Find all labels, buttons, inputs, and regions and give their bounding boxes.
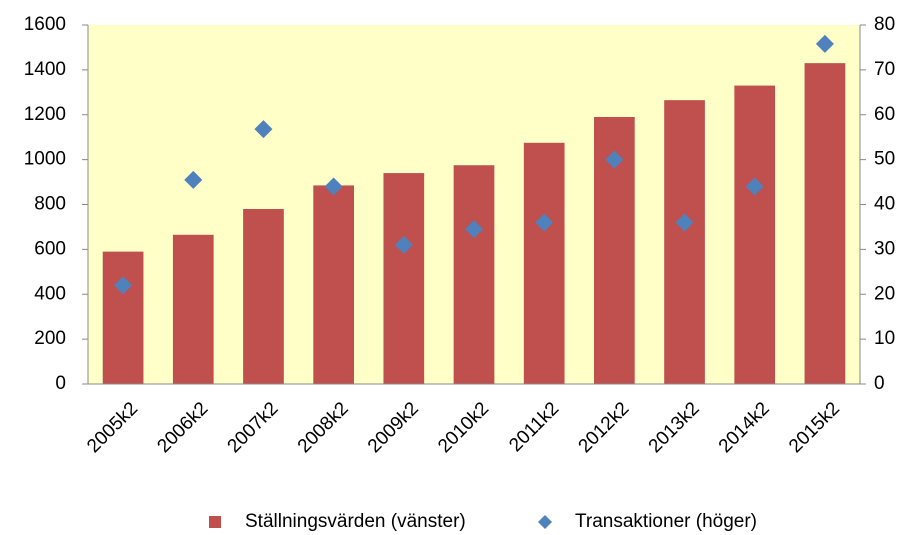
- diamond: [605, 150, 624, 169]
- bar: [243, 208, 284, 384]
- diamond: [114, 276, 133, 295]
- y2-tick-label: 70: [874, 59, 895, 80]
- y-tick-label: 1400: [24, 59, 66, 80]
- y2-tick-label: 60: [874, 104, 895, 125]
- diamond: [745, 177, 764, 196]
- y-tick-label: 400: [34, 283, 66, 304]
- bar: [804, 63, 846, 385]
- bar: [172, 234, 214, 384]
- x-tick-label: 2015k2: [785, 398, 844, 457]
- x-tick-label: 2012k2: [575, 398, 634, 457]
- diamond: [254, 120, 273, 139]
- diamond: [184, 170, 203, 189]
- y-tick-label: 800: [34, 194, 66, 215]
- y2-tick-label: 80: [874, 14, 895, 35]
- legend-swatch: [538, 515, 552, 529]
- x-tick-label: 2009k2: [364, 398, 423, 457]
- diamond: [324, 177, 343, 196]
- legend-swatch: [209, 516, 221, 528]
- x-tick-label: 2007k2: [224, 398, 283, 457]
- x-tick-label: 2005k2: [83, 398, 142, 457]
- bar: [523, 142, 565, 384]
- y-tick-label: 1600: [24, 14, 66, 35]
- x-tick-label: 2011k2: [505, 398, 563, 456]
- y-tick-label: 600: [34, 238, 66, 259]
- y-tick-label: 200: [34, 328, 66, 349]
- diamond: [465, 220, 483, 239]
- y2-tick-label: 0: [874, 373, 885, 394]
- bar: [664, 100, 705, 385]
- bar: [734, 85, 776, 385]
- y2-tick-label: 40: [874, 194, 895, 215]
- bar: [313, 185, 354, 384]
- diamond: [394, 235, 413, 254]
- y-tick-label: 0: [55, 373, 66, 394]
- bar: [102, 251, 144, 384]
- diamond: [535, 213, 554, 232]
- y2-tick-label: 30: [874, 238, 895, 259]
- bar: [453, 165, 495, 384]
- x-tick-label: 2006k2: [153, 398, 212, 457]
- y2-tick-label: 20: [874, 283, 895, 304]
- y2-tick-label: 50: [874, 149, 895, 170]
- y2-tick-label: 10: [874, 328, 895, 349]
- y-tick-label: 1200: [24, 104, 66, 125]
- x-tick-label: 2014k2: [715, 398, 774, 457]
- x-tick-label: 2010k2: [434, 398, 493, 457]
- diamond: [815, 34, 834, 53]
- diamond: [675, 213, 694, 232]
- legend-label: Transaktioner (höger): [575, 511, 757, 532]
- legend-label: Ställningsvärden (vänster): [245, 511, 466, 532]
- x-tick-label: 2013k2: [645, 398, 704, 457]
- bar: [383, 173, 425, 384]
- y-tick-label: 1000: [24, 149, 66, 170]
- x-tick-label: 2008k2: [294, 398, 353, 457]
